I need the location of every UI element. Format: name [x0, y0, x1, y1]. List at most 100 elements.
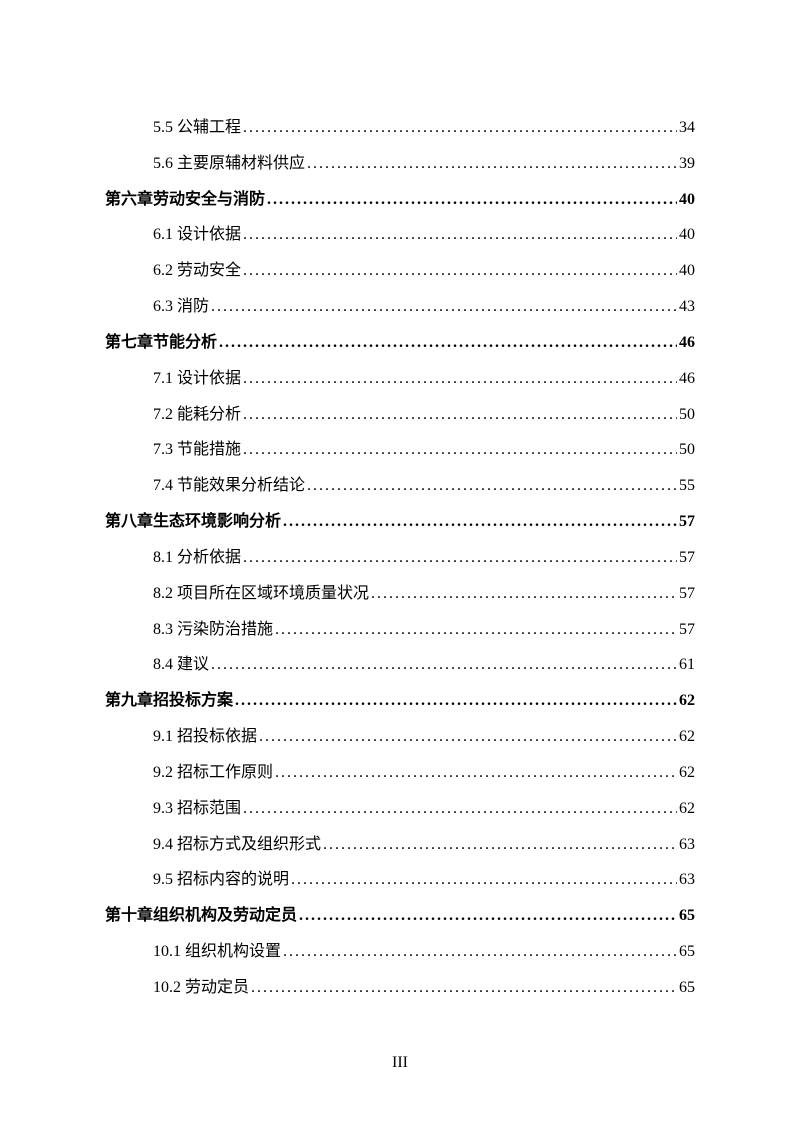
toc-entry: 第七章节能分析 46	[105, 325, 695, 361]
toc-label: 7.1 设计依据	[153, 361, 241, 397]
toc-page: 43	[679, 289, 695, 325]
toc-page: 57	[679, 540, 695, 576]
toc-page: 34	[679, 110, 695, 146]
toc-label: 8.4 建议	[153, 647, 209, 683]
toc-leader-dots	[211, 647, 677, 683]
toc-label: 6.2 劳动安全	[153, 253, 241, 289]
toc-leader-dots	[283, 504, 677, 540]
toc-page: 63	[679, 827, 695, 863]
toc-label: 第八章生态环境影响分析	[105, 504, 281, 540]
toc-leader-dots	[283, 934, 677, 970]
toc-page: 62	[679, 791, 695, 827]
toc-label: 10.2 劳动定员	[153, 970, 249, 1006]
toc-label: 8.2 项目所在区域环境质量状况	[153, 576, 369, 612]
toc-leader-dots	[243, 791, 677, 827]
toc-label: 9.4 招标方式及组织形式	[153, 827, 321, 863]
toc-page: 62	[679, 719, 695, 755]
toc-entry: 9.3 招标范围 62	[153, 791, 695, 827]
toc-entry: 7.4 节能效果分析结论 55	[153, 468, 695, 504]
toc-entry: 7.3 节能措施 50	[153, 432, 695, 468]
toc-entry: 7.1 设计依据 46	[153, 361, 695, 397]
toc-label: 8.3 污染防治措施	[153, 612, 273, 648]
toc-page: 50	[679, 432, 695, 468]
toc-page: 39	[679, 146, 695, 182]
toc-label: 第九章招投标方案	[105, 683, 233, 719]
toc-entry: 6.3 消防 43	[153, 289, 695, 325]
toc-entry: 9.4 招标方式及组织形式 63	[153, 827, 695, 863]
toc-leader-dots	[243, 110, 677, 146]
toc-label: 6.3 消防	[153, 289, 209, 325]
toc-page: 65	[679, 970, 695, 1006]
toc-page: 57	[679, 576, 695, 612]
toc-entry: 第十章组织机构及劳动定员 65	[105, 898, 695, 934]
toc-entry: 9.5 招标内容的说明 63	[153, 862, 695, 898]
toc-leader-dots	[211, 289, 677, 325]
table-of-contents: 5.5 公辅工程 345.6 主要原辅材料供应 39第六章劳动安全与消防 406…	[105, 110, 695, 1006]
toc-label: 7.3 节能措施	[153, 432, 241, 468]
toc-label: 6.1 设计依据	[153, 217, 241, 253]
toc-page: 40	[679, 217, 695, 253]
toc-label: 5.6 主要原辅材料供应	[153, 146, 305, 182]
toc-page: 61	[679, 647, 695, 683]
toc-entry: 7.2 能耗分析 50	[153, 397, 695, 433]
toc-entry: 5.5 公辅工程 34	[153, 110, 695, 146]
toc-entry: 8.1 分析依据 57	[153, 540, 695, 576]
toc-entry: 第八章生态环境影响分析 57	[105, 504, 695, 540]
toc-entry: 9.2 招标工作原则 62	[153, 755, 695, 791]
toc-leader-dots	[243, 217, 677, 253]
toc-label: 第十章组织机构及劳动定员	[105, 898, 297, 934]
toc-leader-dots	[371, 576, 677, 612]
toc-leader-dots	[323, 827, 677, 863]
toc-leader-dots	[307, 468, 677, 504]
toc-entry: 6.1 设计依据 40	[153, 217, 695, 253]
toc-leader-dots	[243, 432, 677, 468]
toc-leader-dots	[251, 970, 677, 1006]
toc-label: 9.2 招标工作原则	[153, 755, 273, 791]
toc-entry: 第九章招投标方案 62	[105, 683, 695, 719]
toc-page: 62	[679, 755, 695, 791]
toc-label: 10.1 组织机构设置	[153, 934, 281, 970]
toc-page: 62	[679, 683, 695, 719]
toc-page: 57	[679, 612, 695, 648]
toc-page: 63	[679, 862, 695, 898]
toc-leader-dots	[235, 683, 677, 719]
toc-page: 46	[679, 325, 695, 361]
page-number: III	[0, 1054, 800, 1072]
toc-entry: 第六章劳动安全与消防 40	[105, 182, 695, 218]
toc-leader-dots	[219, 325, 677, 361]
toc-leader-dots	[243, 361, 677, 397]
toc-page: 65	[679, 898, 695, 934]
toc-page: 50	[679, 397, 695, 433]
toc-leader-dots	[275, 612, 677, 648]
toc-entry: 8.4 建议 61	[153, 647, 695, 683]
toc-page: 57	[679, 504, 695, 540]
toc-page: 65	[679, 934, 695, 970]
toc-label: 第七章节能分析	[105, 325, 217, 361]
toc-entry: 8.2 项目所在区域环境质量状况 57	[153, 576, 695, 612]
toc-leader-dots	[259, 719, 677, 755]
toc-entry: 6.2 劳动安全 40	[153, 253, 695, 289]
toc-label: 7.4 节能效果分析结论	[153, 468, 305, 504]
toc-label: 第六章劳动安全与消防	[105, 182, 265, 218]
toc-leader-dots	[291, 862, 677, 898]
toc-entry: 9.1 招投标依据 62	[153, 719, 695, 755]
toc-leader-dots	[307, 146, 677, 182]
toc-page: 55	[679, 468, 695, 504]
toc-leader-dots	[299, 898, 677, 934]
toc-label: 9.5 招标内容的说明	[153, 862, 289, 898]
toc-label: 7.2 能耗分析	[153, 397, 241, 433]
toc-entry: 5.6 主要原辅材料供应 39	[153, 146, 695, 182]
toc-page: 46	[679, 361, 695, 397]
toc-entry: 10.2 劳动定员 65	[153, 970, 695, 1006]
toc-page: 40	[679, 182, 695, 218]
toc-leader-dots	[275, 755, 677, 791]
toc-entry: 10.1 组织机构设置 65	[153, 934, 695, 970]
toc-leader-dots	[243, 253, 677, 289]
toc-leader-dots	[243, 540, 677, 576]
toc-page: 40	[679, 253, 695, 289]
toc-leader-dots	[267, 182, 677, 218]
toc-label: 9.1 招投标依据	[153, 719, 257, 755]
toc-label: 9.3 招标范围	[153, 791, 241, 827]
toc-label: 5.5 公辅工程	[153, 110, 241, 146]
toc-leader-dots	[243, 397, 677, 433]
